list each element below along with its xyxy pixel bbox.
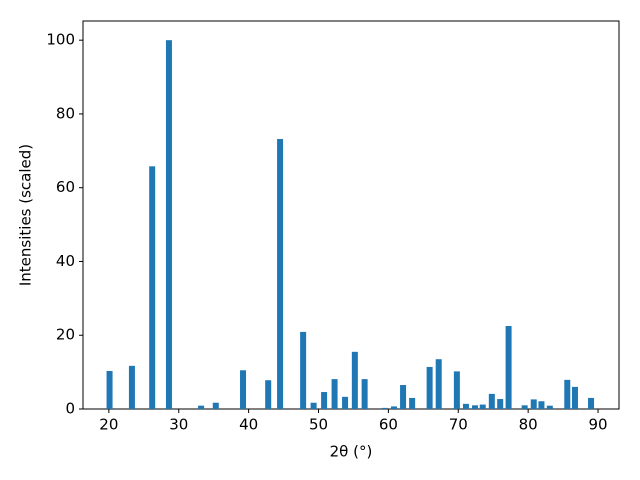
bar <box>435 359 442 409</box>
y-tick-label: 80 <box>56 104 75 122</box>
bar <box>265 380 272 409</box>
x-tick-label: 90 <box>588 416 607 434</box>
x-tick-label: 40 <box>239 416 258 434</box>
bar <box>453 371 460 409</box>
x-tick-label: 20 <box>99 416 118 434</box>
bar <box>212 402 219 409</box>
bar <box>149 166 156 409</box>
bar <box>571 386 578 409</box>
y-tick-label: 60 <box>56 178 75 196</box>
bar <box>530 399 537 409</box>
bar <box>361 379 368 409</box>
bar <box>300 331 307 409</box>
bar <box>331 379 338 409</box>
bar <box>240 370 247 409</box>
bar <box>497 399 504 409</box>
bar <box>505 326 512 409</box>
bar <box>381 407 388 409</box>
y-tick-label: 0 <box>65 400 75 418</box>
bar <box>479 404 486 409</box>
x-tick-label: 30 <box>169 416 188 434</box>
x-tick-label: 80 <box>519 416 538 434</box>
x-tick-label: 70 <box>449 416 468 434</box>
bar <box>277 139 284 409</box>
bar <box>128 365 135 409</box>
bar <box>321 392 328 409</box>
x-tick-label: 50 <box>309 416 328 434</box>
bar <box>462 403 469 409</box>
bar <box>165 40 172 409</box>
bar <box>538 401 545 409</box>
plot-frame <box>82 20 620 410</box>
bar <box>564 379 571 409</box>
y-axis-label: Intensities (scaled) <box>17 144 35 286</box>
bar <box>342 396 349 409</box>
bar <box>351 351 358 409</box>
y-tick-label: 100 <box>46 31 75 49</box>
bar <box>488 393 495 409</box>
bar <box>400 385 407 409</box>
bar <box>588 397 595 409</box>
bar <box>426 366 433 409</box>
y-tick-label: 20 <box>56 326 75 344</box>
bar <box>472 405 479 409</box>
y-tick-label: 40 <box>56 252 75 270</box>
bar <box>310 402 317 409</box>
bar <box>198 405 205 409</box>
x-tick-label: 60 <box>379 416 398 434</box>
bar <box>390 406 397 409</box>
bar <box>521 405 528 409</box>
x-axis-label: 2θ (°) <box>330 443 373 461</box>
bar <box>409 397 416 409</box>
bar <box>106 371 113 409</box>
bar <box>546 405 553 409</box>
